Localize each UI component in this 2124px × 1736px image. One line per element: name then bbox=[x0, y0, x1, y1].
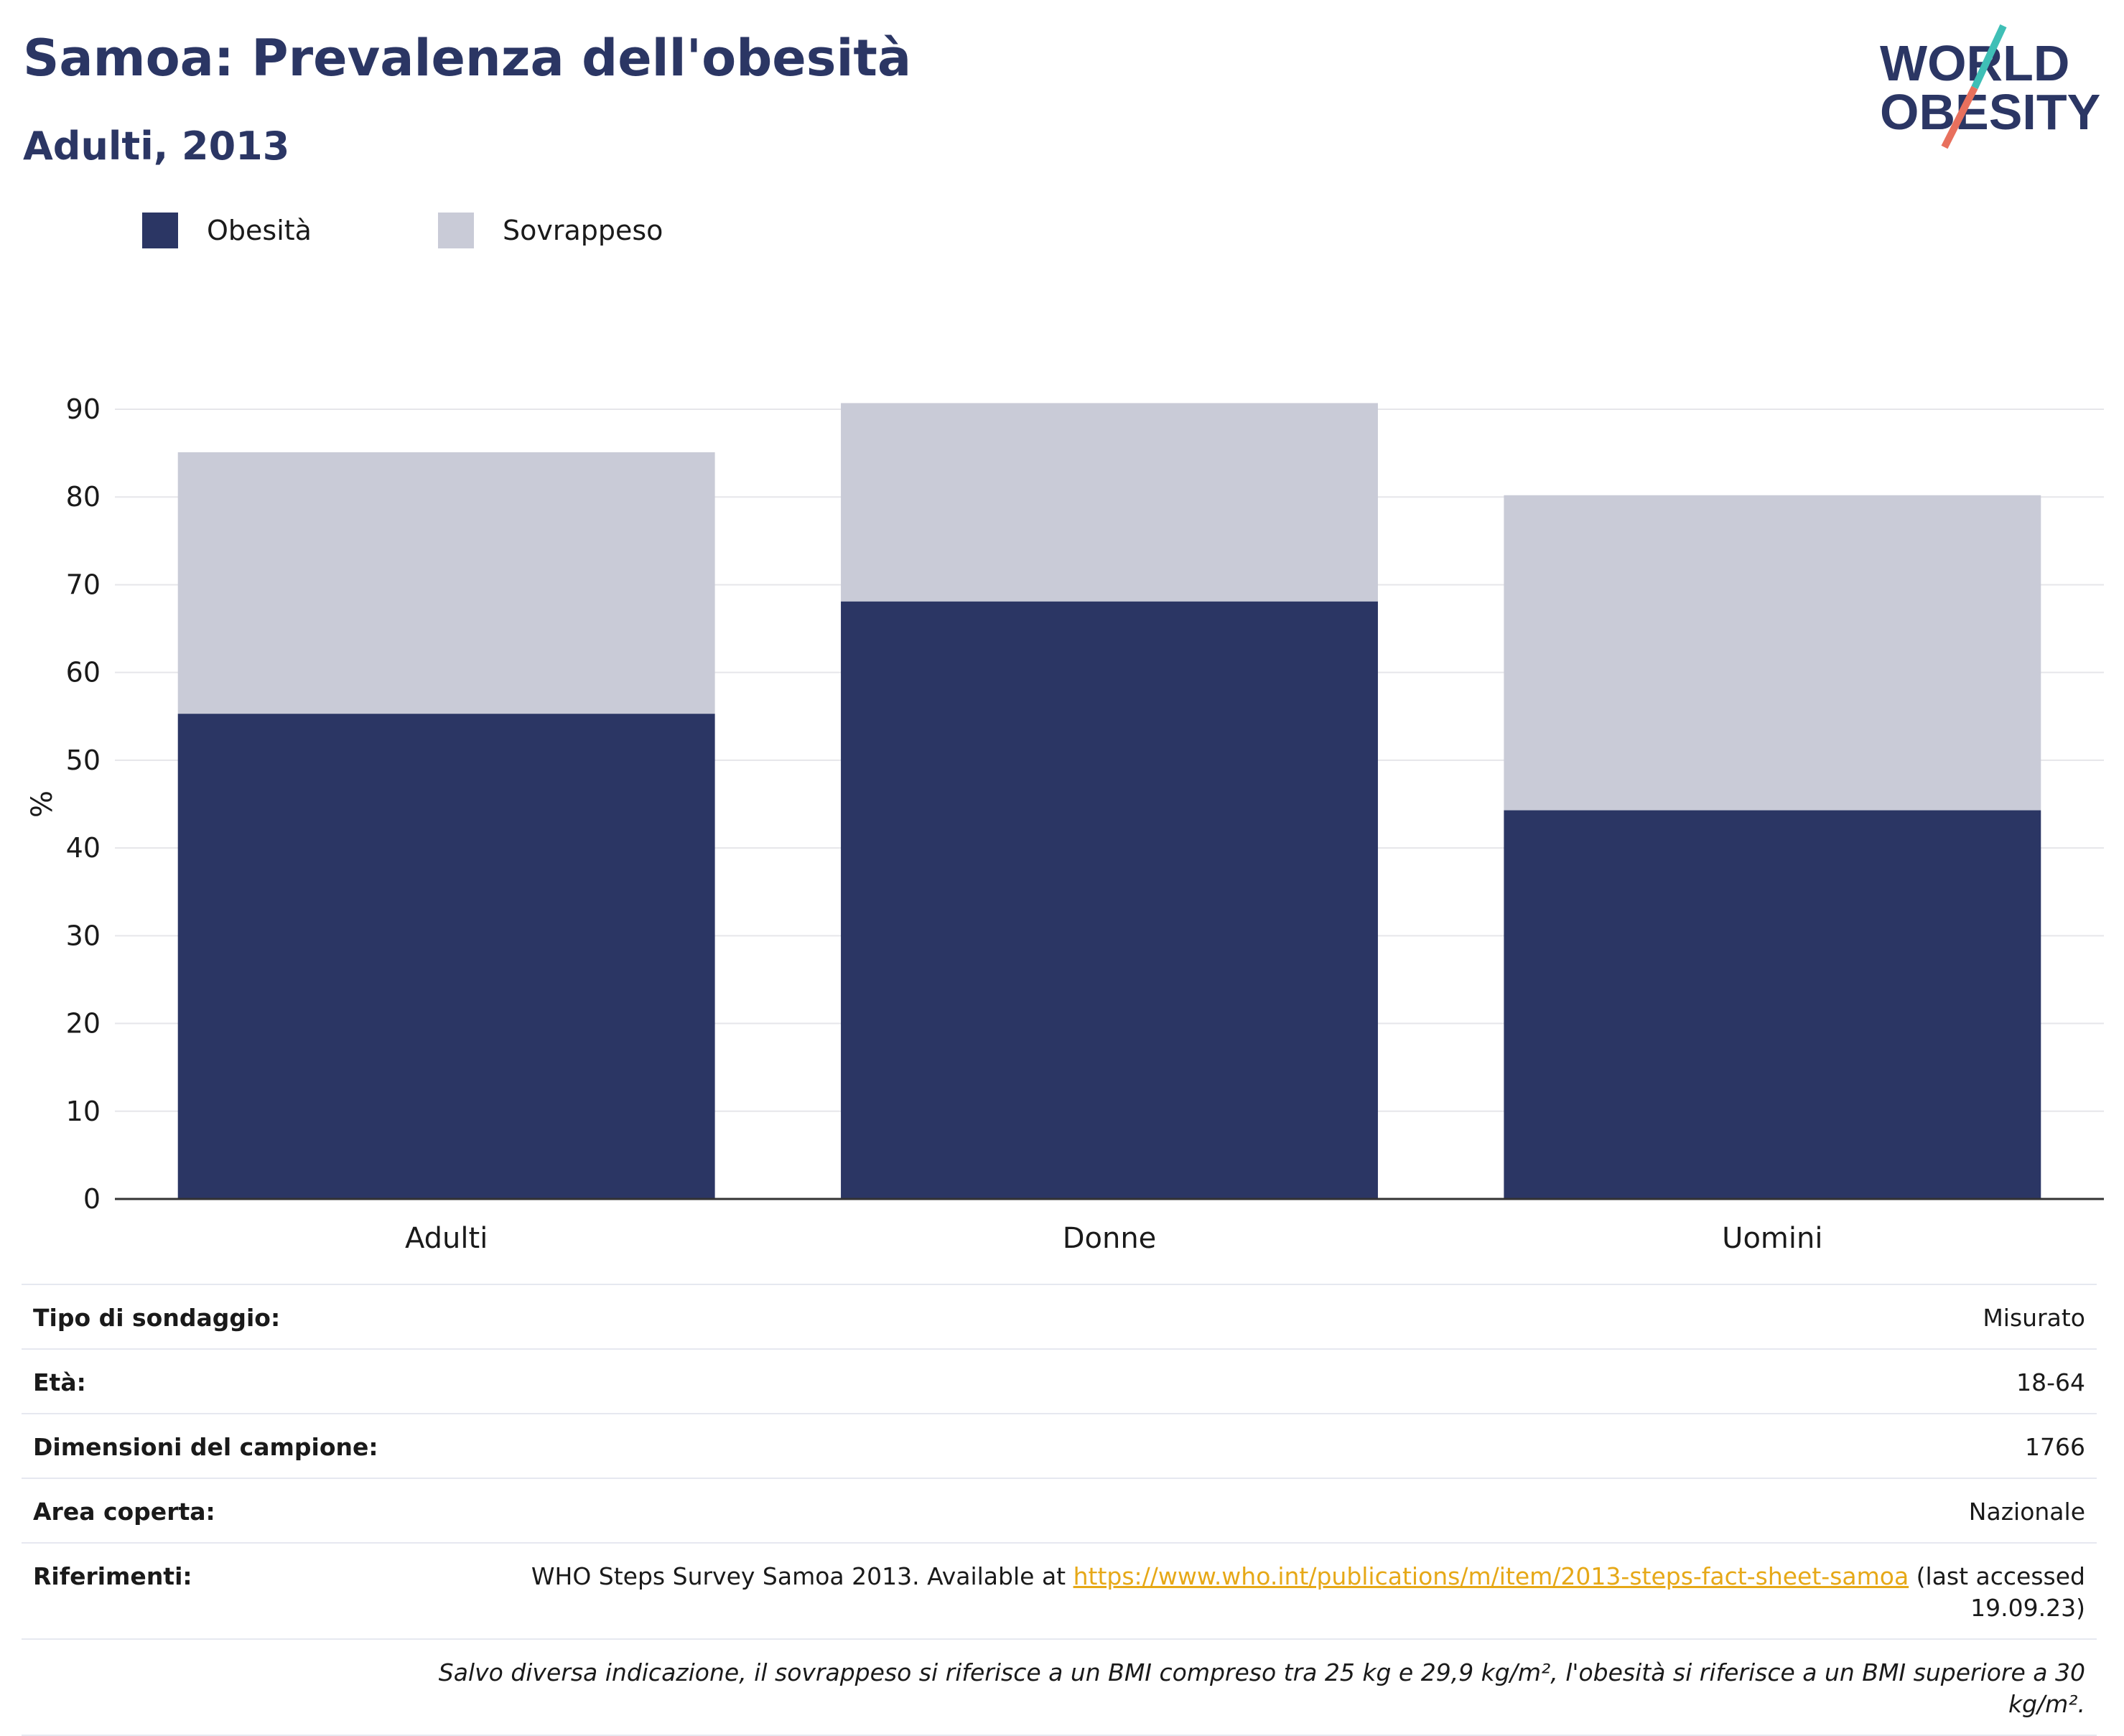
references-link[interactable]: https://www.who.int/publications/m/item/… bbox=[1073, 1562, 1909, 1590]
bar-obesity bbox=[177, 714, 715, 1199]
info-key: Età: bbox=[33, 1368, 86, 1396]
info-value: Nazionale bbox=[1968, 1498, 2085, 1526]
y-tick-label: 20 bbox=[66, 1008, 101, 1040]
bar-obesity bbox=[1504, 810, 2041, 1199]
references-date: 19.09.23) bbox=[1970, 1594, 2085, 1622]
survey-info-table: Tipo di sondaggio: Misurato Età: 18-64 D… bbox=[22, 1284, 2097, 1736]
y-tick-label: 10 bbox=[66, 1096, 101, 1127]
legend-swatch-overweight bbox=[438, 213, 474, 248]
bar-overweight bbox=[177, 452, 715, 714]
logo-slash-teal bbox=[1971, 24, 2007, 90]
info-key: Tipo di sondaggio: bbox=[33, 1304, 281, 1332]
x-tick-label: Uomini bbox=[1722, 1222, 1822, 1255]
info-key: Riferimenti: bbox=[33, 1562, 192, 1590]
stacked-bar-chart: 0 10 20 30 40 50 60 70 80 90% Adulti Donne Uomini bbox=[26, 393, 2104, 1255]
info-value: 1766 bbox=[2025, 1433, 2085, 1461]
y-tick-label: 60 bbox=[66, 657, 101, 689]
y-tick-label: 70 bbox=[66, 569, 101, 600]
info-row-area: Area coperta: Nazionale bbox=[22, 1478, 2097, 1542]
logo-slash-red bbox=[1941, 85, 1978, 149]
references-text-after: (last accessed bbox=[1909, 1562, 2085, 1590]
bar-overweight bbox=[1504, 495, 2041, 811]
info-row-survey-type: Tipo di sondaggio: Misurato bbox=[22, 1284, 2097, 1348]
y-tick-label: 50 bbox=[66, 745, 101, 776]
chart-title: Samoa: Prevalenza dell'obesità bbox=[23, 29, 912, 88]
x-tick-label: Donne bbox=[1063, 1222, 1157, 1255]
y-tick-label: 40 bbox=[66, 832, 101, 864]
info-value: 18-64 bbox=[2016, 1368, 2085, 1396]
chart-subtitle: Adulti, 2013 bbox=[23, 123, 290, 169]
y-tick-label: 0 bbox=[83, 1183, 101, 1215]
logo-line2: OBESITY bbox=[1880, 84, 2100, 140]
legend-label-overweight: Sovrappeso bbox=[503, 215, 663, 246]
legend-item-obesity[interactable]: Obesità bbox=[142, 213, 312, 248]
info-row-note: Salvo diversa indicazione, il sovrappeso… bbox=[22, 1638, 2097, 1736]
legend-item-overweight[interactable]: Sovrappeso bbox=[438, 213, 663, 248]
references-text: WHO Steps Survey Samoa 2013. Available a… bbox=[531, 1562, 1073, 1590]
info-key: Area coperta: bbox=[33, 1498, 215, 1526]
x-tick-label: Adulti bbox=[405, 1222, 488, 1255]
bar-obesity bbox=[841, 601, 1378, 1199]
y-tick-label: 80 bbox=[66, 481, 101, 513]
world-obesity-logo: WORLD OBESITY bbox=[1880, 24, 2100, 149]
info-row-sample-size: Dimensioni del campione: 1766 bbox=[22, 1413, 2097, 1478]
references-value: WHO Steps Survey Samoa 2013. Available a… bbox=[531, 1561, 2085, 1624]
info-value: Misurato bbox=[1983, 1304, 2085, 1332]
legend-label-obesity: Obesità bbox=[207, 215, 312, 246]
info-row-references: Riferimenti: WHO Steps Survey Samoa 2013… bbox=[22, 1542, 2097, 1638]
y-tick-label: 30 bbox=[66, 920, 101, 951]
legend-swatch-obesity bbox=[142, 213, 178, 248]
info-key: Dimensioni del campione: bbox=[33, 1433, 378, 1461]
definition-note: Salvo diversa indicazione, il sovrappeso… bbox=[438, 1658, 2085, 1718]
y-axis-label: % bbox=[26, 790, 59, 818]
info-row-age: Età: 18-64 bbox=[22, 1348, 2097, 1413]
bar-overweight bbox=[841, 403, 1378, 602]
y-tick-label: 90 bbox=[66, 393, 101, 425]
